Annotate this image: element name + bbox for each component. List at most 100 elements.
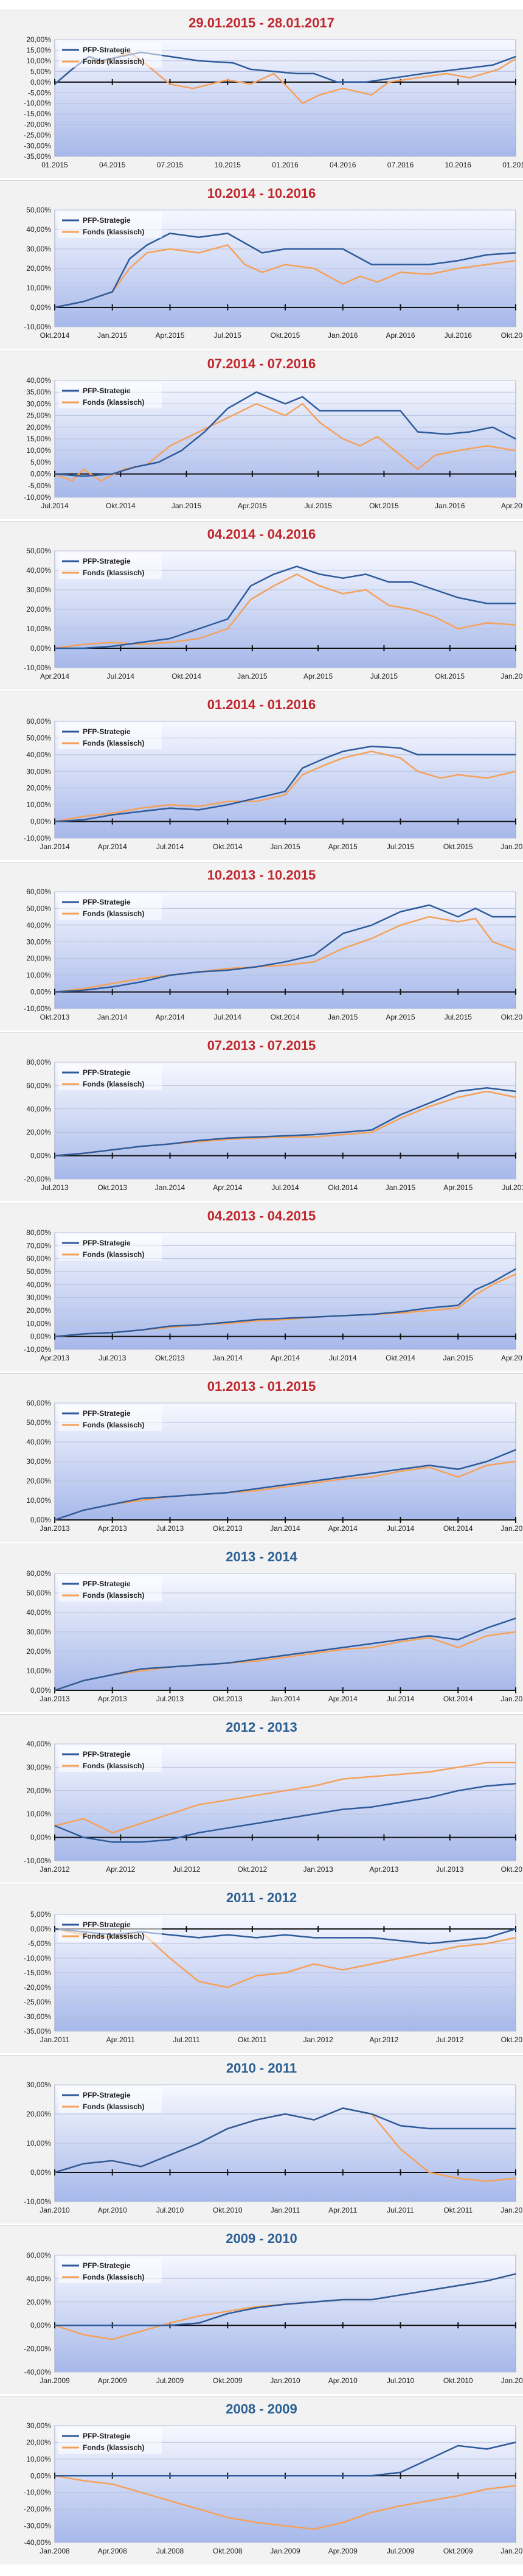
- x-tick-label: Jul.2014: [387, 1524, 415, 1533]
- data-point: [54, 991, 55, 993]
- y-tick-label: 40,00%: [26, 1280, 51, 1289]
- data-point: [313, 2475, 315, 2477]
- data-point: [83, 1333, 85, 1335]
- data-point: [83, 816, 85, 817]
- data-point: [400, 1774, 401, 1775]
- data-point: [255, 1659, 257, 1660]
- chart-panel: 2009 - 2010 -40,00% -20,00% 0,00% 20,00% 40,0…: [0, 2225, 523, 2394]
- data-point: [227, 1934, 229, 1936]
- chart-title: 04.2014 - 04.2016: [207, 527, 316, 542]
- x-tick-label: Jul.2014: [107, 672, 135, 681]
- data-point: [434, 589, 436, 590]
- data-point: [371, 746, 372, 747]
- chart-panel: 04.2013 - 04.2015 -10,00% 0,00% 10,00% 20,00…: [0, 1203, 523, 1371]
- data-point: [255, 2306, 257, 2308]
- y-tick-label: -40,00%: [24, 2538, 51, 2547]
- x-tick-label: Okt.2013: [213, 1695, 243, 1703]
- data-point: [313, 954, 315, 956]
- data-point: [417, 469, 418, 470]
- data-point: [83, 988, 85, 989]
- data-point: [429, 1943, 430, 1944]
- data-point: [198, 431, 199, 433]
- data-point: [169, 1143, 171, 1145]
- y-tick-label: 25,00%: [26, 411, 51, 420]
- x-tick-label: Jan.2015: [237, 672, 268, 681]
- y-tick-label: 30,00%: [26, 245, 51, 253]
- data-point: [492, 65, 493, 66]
- data-point: [457, 260, 459, 261]
- data-point: [515, 1096, 516, 1098]
- legend: PFP-Strategie Fonds (klassisch): [58, 2258, 162, 2283]
- data-point: [457, 1790, 459, 1791]
- data-point: [232, 62, 234, 64]
- x-tick-label: 10.2015: [215, 161, 241, 169]
- data-point: [112, 2160, 113, 2161]
- legend-box: [58, 1576, 162, 1601]
- x-tick-label: Okt.2014: [443, 1695, 473, 1703]
- data-point: [83, 1818, 85, 1819]
- y-tick-label: 20,00%: [26, 1787, 51, 1795]
- line-chart: -40,00% -20,00% 0,00% 20,00% 40,00% 60,00% Jan…: [24, 2251, 523, 2385]
- y-tick-label: -30,00%: [24, 142, 51, 150]
- data-point: [400, 911, 401, 912]
- data-point: [112, 473, 113, 475]
- data-point: [371, 925, 372, 926]
- y-tick-label: 0,00%: [30, 1833, 51, 1842]
- data-point: [255, 2307, 257, 2309]
- chart-panel: 07.2013 - 07.2015 -20,00% 0,00% 20,00% 40,00…: [0, 1032, 523, 1201]
- data-point: [429, 1310, 430, 1311]
- chart-title: 2010 - 2011: [226, 2060, 297, 2076]
- data-point: [169, 1325, 171, 1327]
- x-tick-label: Jul.2015: [387, 842, 415, 851]
- data-point: [429, 1307, 430, 1309]
- y-tick-label: 5,00%: [30, 1910, 51, 1919]
- y-tick-label: 0,00%: [30, 817, 51, 826]
- x-tick-label: Jan.2014: [213, 1354, 243, 1362]
- data-point: [169, 804, 171, 805]
- x-tick-label: Apr.2015: [238, 502, 267, 510]
- x-tick-label: Jan.2014: [270, 1524, 300, 1533]
- x-tick-label: Jan.2009: [40, 2376, 70, 2385]
- data-point: [227, 2475, 229, 2477]
- data-point: [371, 1647, 372, 1648]
- data-point: [313, 961, 315, 962]
- x-tick-label: Jul.2014: [41, 502, 69, 510]
- data-point: [255, 1661, 257, 1662]
- data-point: [388, 82, 390, 83]
- x-tick-label: Jul.2015: [502, 1183, 523, 1192]
- data-point: [198, 971, 199, 973]
- x-tick-label: Okt.2011: [238, 2035, 267, 2044]
- data-point: [285, 1934, 286, 1936]
- data-point: [169, 2322, 171, 2324]
- data-point: [515, 2441, 516, 2443]
- data-point: [400, 1469, 401, 1470]
- y-tick-label: 20,00%: [26, 2438, 51, 2446]
- data-point: [319, 422, 320, 423]
- data-point: [285, 1136, 286, 1138]
- data-point: [457, 1476, 459, 1478]
- data-point: [492, 427, 493, 428]
- legend-label: PFP-Strategie: [83, 2261, 131, 2270]
- data-point: [400, 757, 401, 759]
- line-chart: -10,00% 0,00% 10,00% 20,00% 30,00% 40,00% 50,0…: [24, 887, 523, 1021]
- data-point: [400, 1118, 401, 1119]
- data-point: [515, 1268, 516, 1270]
- data-point: [313, 1651, 315, 1652]
- chart-panel: 2012 - 2013 -10,00% 0,00% 10,00% 20,00% 30,00…: [0, 1714, 523, 1883]
- data-point: [515, 2128, 516, 2129]
- data-point: [515, 2485, 516, 2487]
- data-point: [198, 2508, 199, 2510]
- data-point: [371, 1472, 372, 1474]
- legend-box: [58, 42, 162, 68]
- data-point: [313, 1813, 315, 1815]
- y-tick-label: 40,00%: [26, 376, 51, 385]
- data-point: [400, 1641, 401, 1642]
- y-tick-label: -25,00%: [24, 1998, 51, 2006]
- data-point: [285, 1972, 286, 1973]
- data-point: [342, 1647, 344, 1648]
- data-point: [325, 757, 327, 759]
- legend-label: Fonds (klassisch): [83, 228, 144, 236]
- data-point: [474, 908, 476, 909]
- y-tick-label: 0,00%: [30, 2321, 51, 2329]
- data-point: [486, 1937, 488, 1939]
